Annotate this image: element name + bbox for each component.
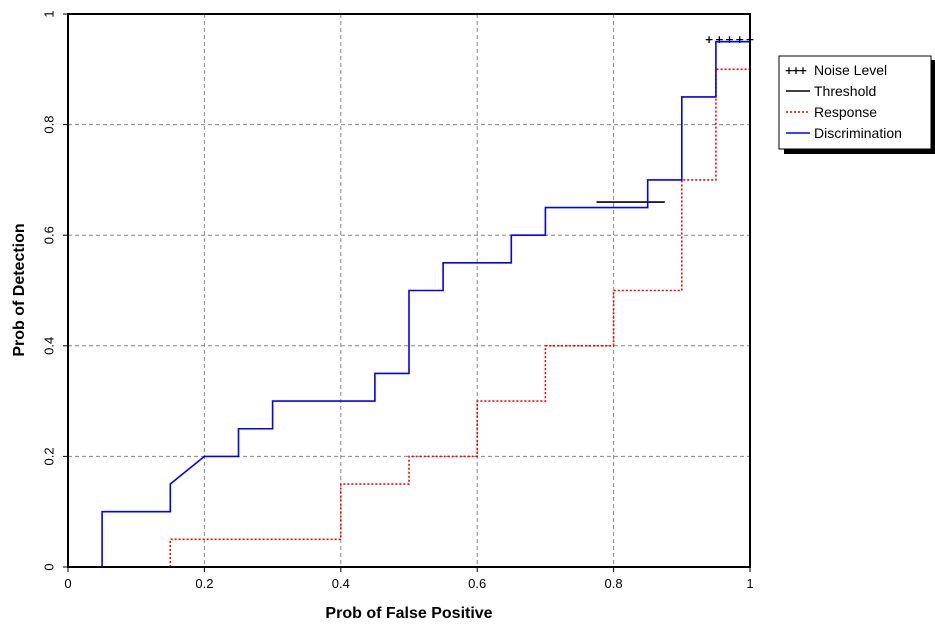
data-point-noise-level: + bbox=[735, 33, 744, 46]
x-tick-label: 0.8 bbox=[605, 576, 623, 591]
y-axis-title: Prob of Detection bbox=[11, 223, 28, 356]
tick-labels: 0 0.2 0.4 0.6 0.8 1 0 0.2 0.4 0.6 0.8 1 bbox=[41, 10, 753, 591]
legend-swatch-noise-level: + bbox=[791, 64, 800, 77]
legend: +++ Noise LevelThresholdResponseDiscrimin… bbox=[784, 62, 902, 141]
legend-swatch-noise-level: + bbox=[784, 64, 793, 77]
grid-lines bbox=[68, 14, 750, 567]
y-tick-label: 0.4 bbox=[41, 337, 56, 355]
legend-swatch-noise-level: + bbox=[798, 64, 807, 77]
y-tick-label: 0.8 bbox=[41, 116, 56, 134]
x-tick-label: 0.4 bbox=[332, 576, 350, 591]
y-tick-label: 1 bbox=[41, 10, 56, 17]
plot-frame bbox=[67, 13, 751, 568]
data-point-noise-level: + bbox=[715, 33, 724, 46]
legend-label-response: Response bbox=[814, 104, 877, 120]
series-line-discrimination bbox=[101, 40, 750, 567]
x-tick-label: 0 bbox=[64, 576, 71, 591]
series-group: + + + + + bbox=[101, 33, 755, 567]
legend-label-noise-level: Noise Level bbox=[814, 62, 887, 78]
tick-marks bbox=[63, 13, 751, 572]
y-tick-label: 0.2 bbox=[41, 447, 56, 465]
x-tick-label: 0.6 bbox=[468, 576, 486, 591]
legend-label-discrimination: Discrimination bbox=[814, 125, 902, 141]
series-line-response bbox=[169, 41, 751, 567]
data-point-noise-level: + bbox=[725, 33, 734, 46]
x-tick-label: 0.2 bbox=[195, 576, 213, 591]
y-tick-label: 0.6 bbox=[41, 226, 56, 244]
legend-label-threshold: Threshold bbox=[814, 83, 876, 99]
x-tick-label: 1 bbox=[746, 576, 753, 591]
data-point-noise-level: + bbox=[704, 33, 713, 46]
y-tick-label: 0 bbox=[41, 563, 56, 570]
x-axis-title: Prob of False Positive bbox=[325, 605, 492, 622]
